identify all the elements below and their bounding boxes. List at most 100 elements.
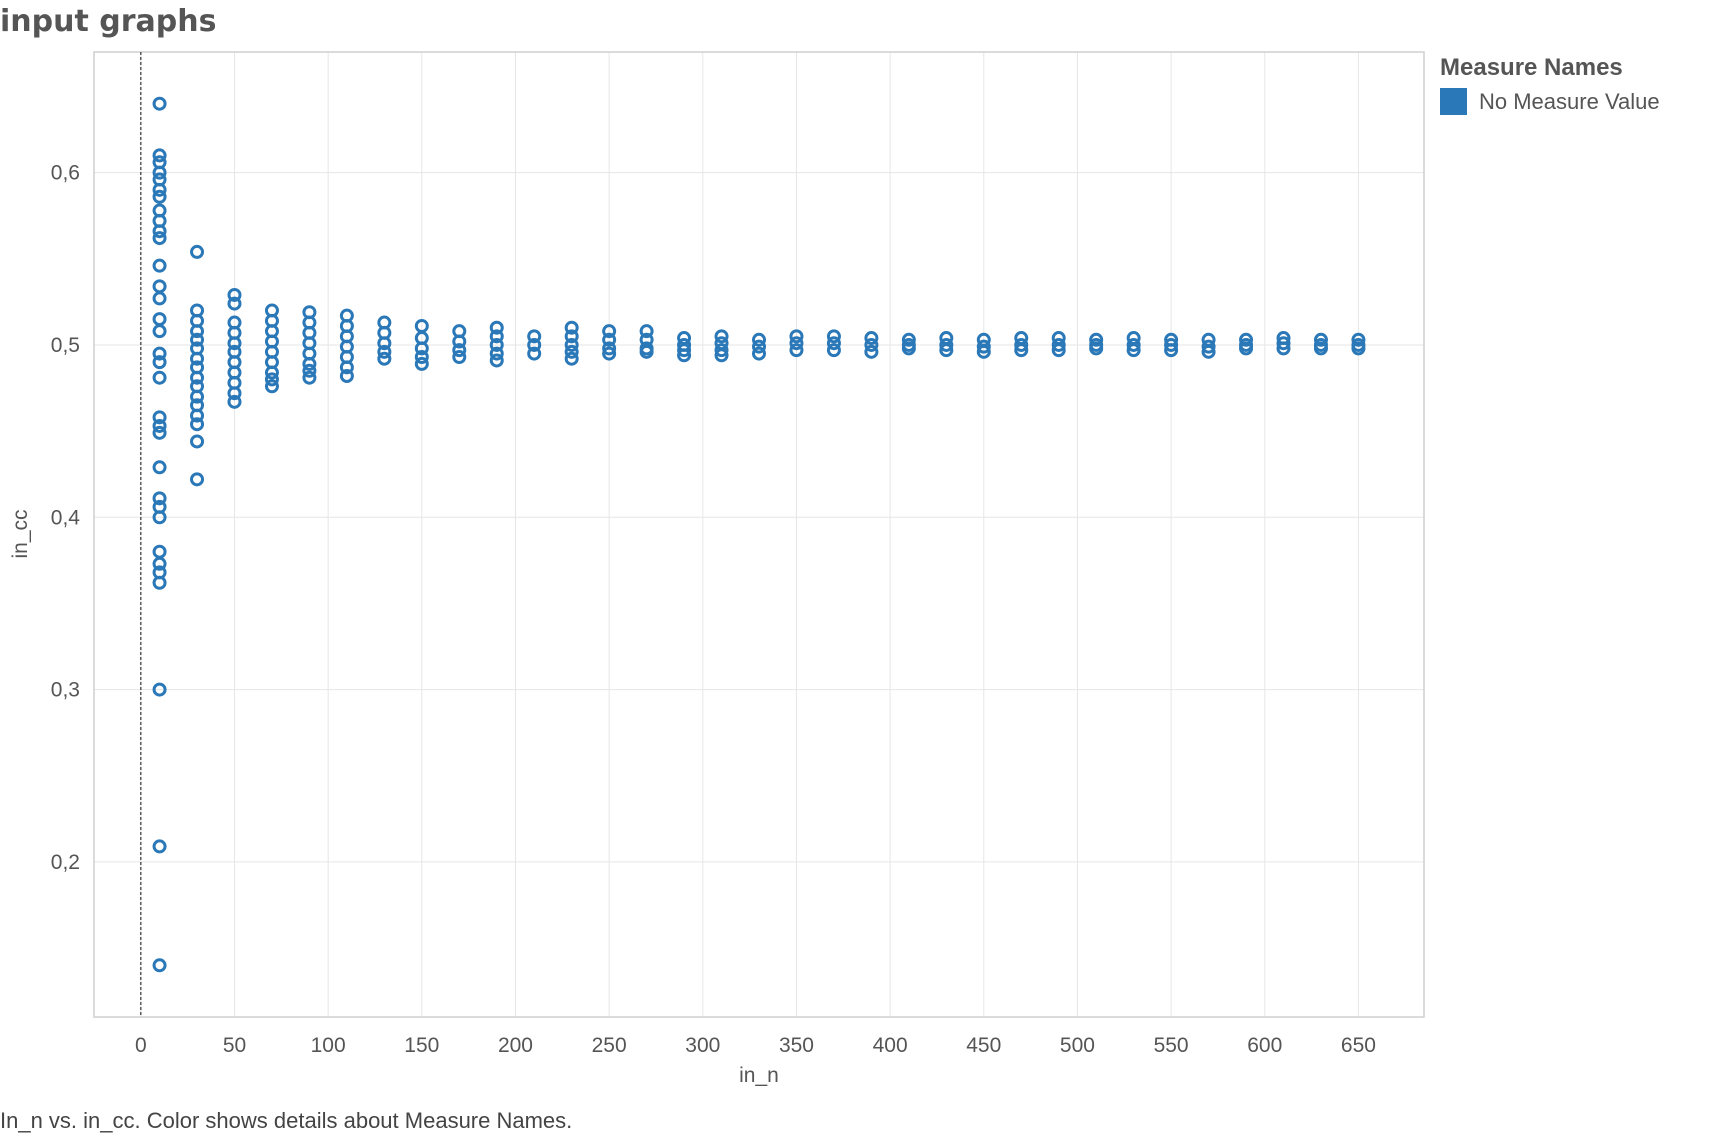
data-point[interactable] [826, 343, 841, 358]
data-point[interactable] [489, 353, 504, 368]
data-point[interactable] [152, 418, 167, 433]
data-point[interactable] [939, 343, 954, 358]
data-point[interactable] [190, 370, 205, 385]
data-point[interactable] [677, 348, 692, 363]
data-point[interactable] [489, 320, 504, 335]
data-point[interactable] [152, 510, 167, 525]
data-point[interactable] [152, 370, 167, 385]
data-point[interactable] [864, 337, 879, 352]
data-point[interactable] [152, 682, 167, 697]
data-point[interactable] [414, 350, 429, 365]
data-point[interactable] [901, 341, 916, 356]
data-point[interactable] [152, 165, 167, 180]
data-point[interactable] [152, 324, 167, 339]
data-point[interactable] [976, 344, 991, 359]
data-point[interactable] [1014, 343, 1029, 358]
data-point[interactable] [677, 343, 692, 358]
data-point[interactable] [1276, 336, 1291, 351]
data-point[interactable] [190, 389, 205, 404]
data-point[interactable] [377, 344, 392, 359]
data-point[interactable] [264, 379, 279, 394]
data-point[interactable] [1126, 337, 1141, 352]
data-point[interactable] [1089, 332, 1104, 347]
data-point[interactable] [152, 839, 167, 854]
data-point[interactable] [152, 231, 167, 246]
data-point[interactable] [527, 346, 542, 361]
data-point[interactable] [602, 341, 617, 356]
data-point[interactable] [527, 337, 542, 352]
data-point[interactable] [152, 425, 167, 440]
data-point[interactable] [789, 329, 804, 344]
data-point[interactable] [901, 332, 916, 347]
data-point[interactable] [264, 365, 279, 380]
data-point[interactable] [714, 329, 729, 344]
data-point[interactable] [152, 355, 167, 370]
data-point[interactable] [152, 556, 167, 571]
data-point[interactable] [227, 287, 242, 302]
data-point[interactable] [714, 343, 729, 358]
data-point[interactable] [152, 148, 167, 163]
data-point[interactable] [377, 351, 392, 366]
data-point[interactable] [152, 460, 167, 475]
data-point[interactable] [489, 329, 504, 344]
data-point[interactable] [264, 372, 279, 387]
data-point[interactable] [302, 356, 317, 371]
data-point[interactable] [826, 336, 841, 351]
data-point[interactable] [152, 410, 167, 425]
data-point[interactable] [1313, 332, 1328, 347]
data-point[interactable] [939, 337, 954, 352]
data-point[interactable] [377, 336, 392, 351]
data-point[interactable] [452, 334, 467, 349]
data-point[interactable] [190, 472, 205, 487]
data-point[interactable] [602, 324, 617, 339]
data-point[interactable] [489, 337, 504, 352]
data-point[interactable] [190, 434, 205, 449]
data-point[interactable] [414, 341, 429, 356]
data-point[interactable] [489, 346, 504, 361]
data-point[interactable] [452, 350, 467, 365]
data-point[interactable] [1164, 337, 1179, 352]
data-point[interactable] [564, 344, 579, 359]
data-point[interactable] [152, 575, 167, 590]
data-point[interactable] [602, 346, 617, 361]
data-point[interactable] [639, 344, 654, 359]
data-point[interactable] [1239, 341, 1254, 356]
data-point[interactable] [339, 360, 354, 375]
data-point[interactable] [339, 368, 354, 383]
data-point[interactable] [414, 356, 429, 371]
data-point[interactable] [1089, 341, 1104, 356]
data-point[interactable] [152, 224, 167, 239]
legend-item[interactable]: No Measure Value [1440, 88, 1660, 115]
data-point[interactable] [190, 417, 205, 432]
data-point[interactable] [152, 491, 167, 506]
data-point[interactable] [190, 324, 205, 339]
data-point[interactable] [152, 258, 167, 273]
data-point[interactable] [564, 337, 579, 352]
data-point[interactable] [826, 329, 841, 344]
data-point[interactable] [1051, 343, 1066, 358]
data-point[interactable] [152, 958, 167, 973]
data-point[interactable] [1351, 332, 1366, 347]
data-point[interactable] [976, 339, 991, 354]
data-point[interactable] [152, 291, 167, 306]
data-point[interactable] [302, 363, 317, 378]
data-point[interactable] [752, 339, 766, 354]
data-point[interactable] [302, 370, 317, 385]
data-point[interactable] [602, 332, 617, 347]
data-point[interactable] [564, 320, 579, 335]
data-point[interactable] [190, 408, 205, 423]
data-point[interactable] [1351, 341, 1366, 356]
data-point[interactable] [564, 351, 579, 366]
data-point[interactable] [789, 343, 804, 358]
data-point[interactable] [227, 386, 242, 401]
data-point[interactable] [639, 324, 654, 339]
data-point[interactable] [1126, 343, 1141, 358]
data-point[interactable] [527, 329, 542, 344]
data-point[interactable] [1201, 344, 1216, 359]
data-point[interactable] [1051, 337, 1066, 352]
data-point[interactable] [564, 329, 579, 344]
data-point[interactable] [1276, 341, 1291, 356]
data-point[interactable] [152, 346, 167, 361]
data-point[interactable] [227, 336, 242, 351]
data-point[interactable] [227, 394, 242, 409]
